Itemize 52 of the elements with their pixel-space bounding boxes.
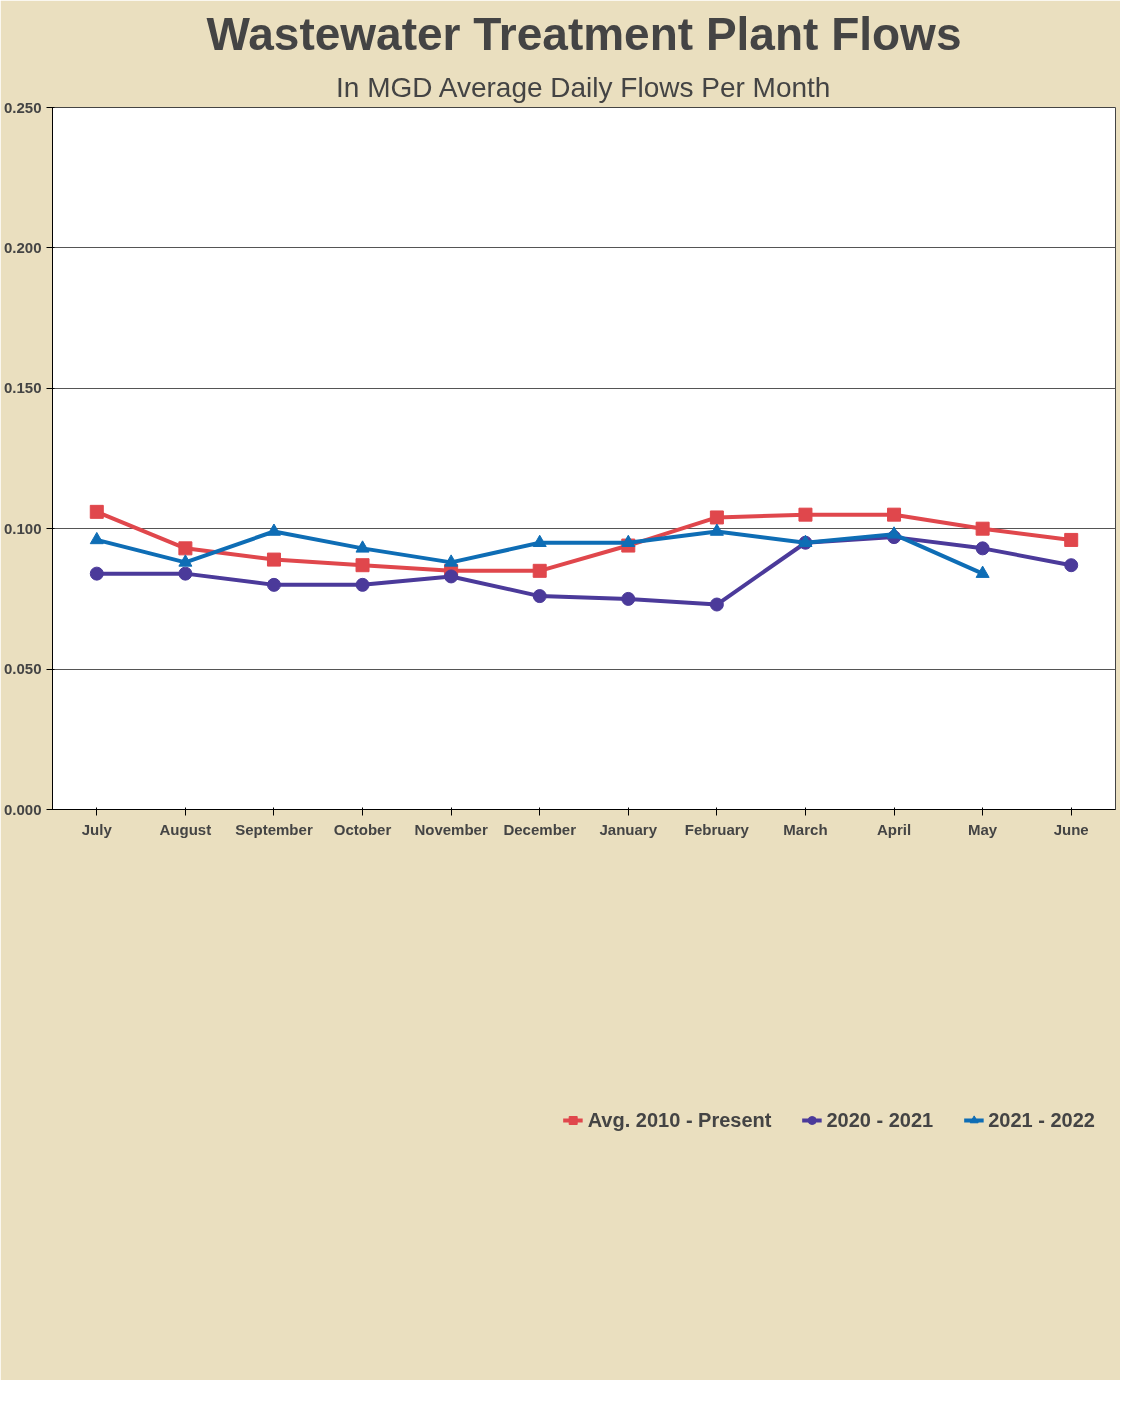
legend-label: 2021 - 2022: [988, 1108, 1095, 1132]
point: [532, 589, 547, 604]
x-tick-label: January: [599, 820, 658, 838]
point: [444, 569, 459, 584]
x-tick-label: September: [235, 820, 313, 838]
x-tick-label: April: [876, 820, 912, 838]
point: [178, 554, 193, 567]
point: [532, 534, 547, 547]
point: [355, 540, 370, 553]
point: [621, 534, 636, 547]
point: [709, 523, 724, 536]
point: [355, 558, 370, 573]
point: [532, 563, 547, 578]
point: [975, 521, 990, 536]
point: [975, 565, 990, 578]
point: [798, 507, 813, 522]
legend-label: Avg. 2010 - Present: [587, 1108, 772, 1132]
x-tick-label: November: [414, 820, 488, 838]
point: [266, 552, 281, 567]
point: [1064, 532, 1079, 547]
x-tick-label: June: [1053, 820, 1089, 838]
point: [887, 507, 902, 522]
y-tick-label: 0.150: [3, 379, 42, 397]
y-tick-label: 0.250: [3, 98, 42, 116]
point: [178, 566, 193, 581]
point: [178, 541, 193, 556]
point: [89, 504, 104, 519]
y-tick-label: 0.050: [3, 660, 42, 678]
point: [266, 577, 281, 592]
point: [355, 577, 370, 592]
point: [709, 510, 724, 525]
point: [444, 554, 459, 567]
chart-subtitle: In MGD Average Daily Flows Per Month: [336, 71, 831, 103]
point: [266, 523, 281, 536]
x-tick-label: February: [684, 820, 750, 838]
point: [975, 541, 990, 556]
legend-label: 2020 - 2021: [826, 1108, 934, 1132]
x-tick-label: December: [503, 820, 577, 838]
y-tick-label: 0.200: [3, 238, 42, 256]
y-tick-label: 0.100: [3, 519, 42, 537]
x-tick-label: March: [783, 820, 828, 838]
point: [89, 531, 104, 545]
point: [709, 597, 724, 612]
y-tick-label: 0.000: [3, 800, 42, 818]
x-tick-label: October: [333, 820, 392, 838]
point: [1064, 558, 1079, 573]
x-tick-label: May: [968, 820, 998, 838]
x-tick-label: July: [81, 820, 113, 838]
point: [621, 591, 636, 606]
x-tick-label: August: [159, 820, 212, 838]
point: [89, 566, 104, 581]
chart-title: Wastewater Treatment Plant Flows: [206, 7, 962, 60]
